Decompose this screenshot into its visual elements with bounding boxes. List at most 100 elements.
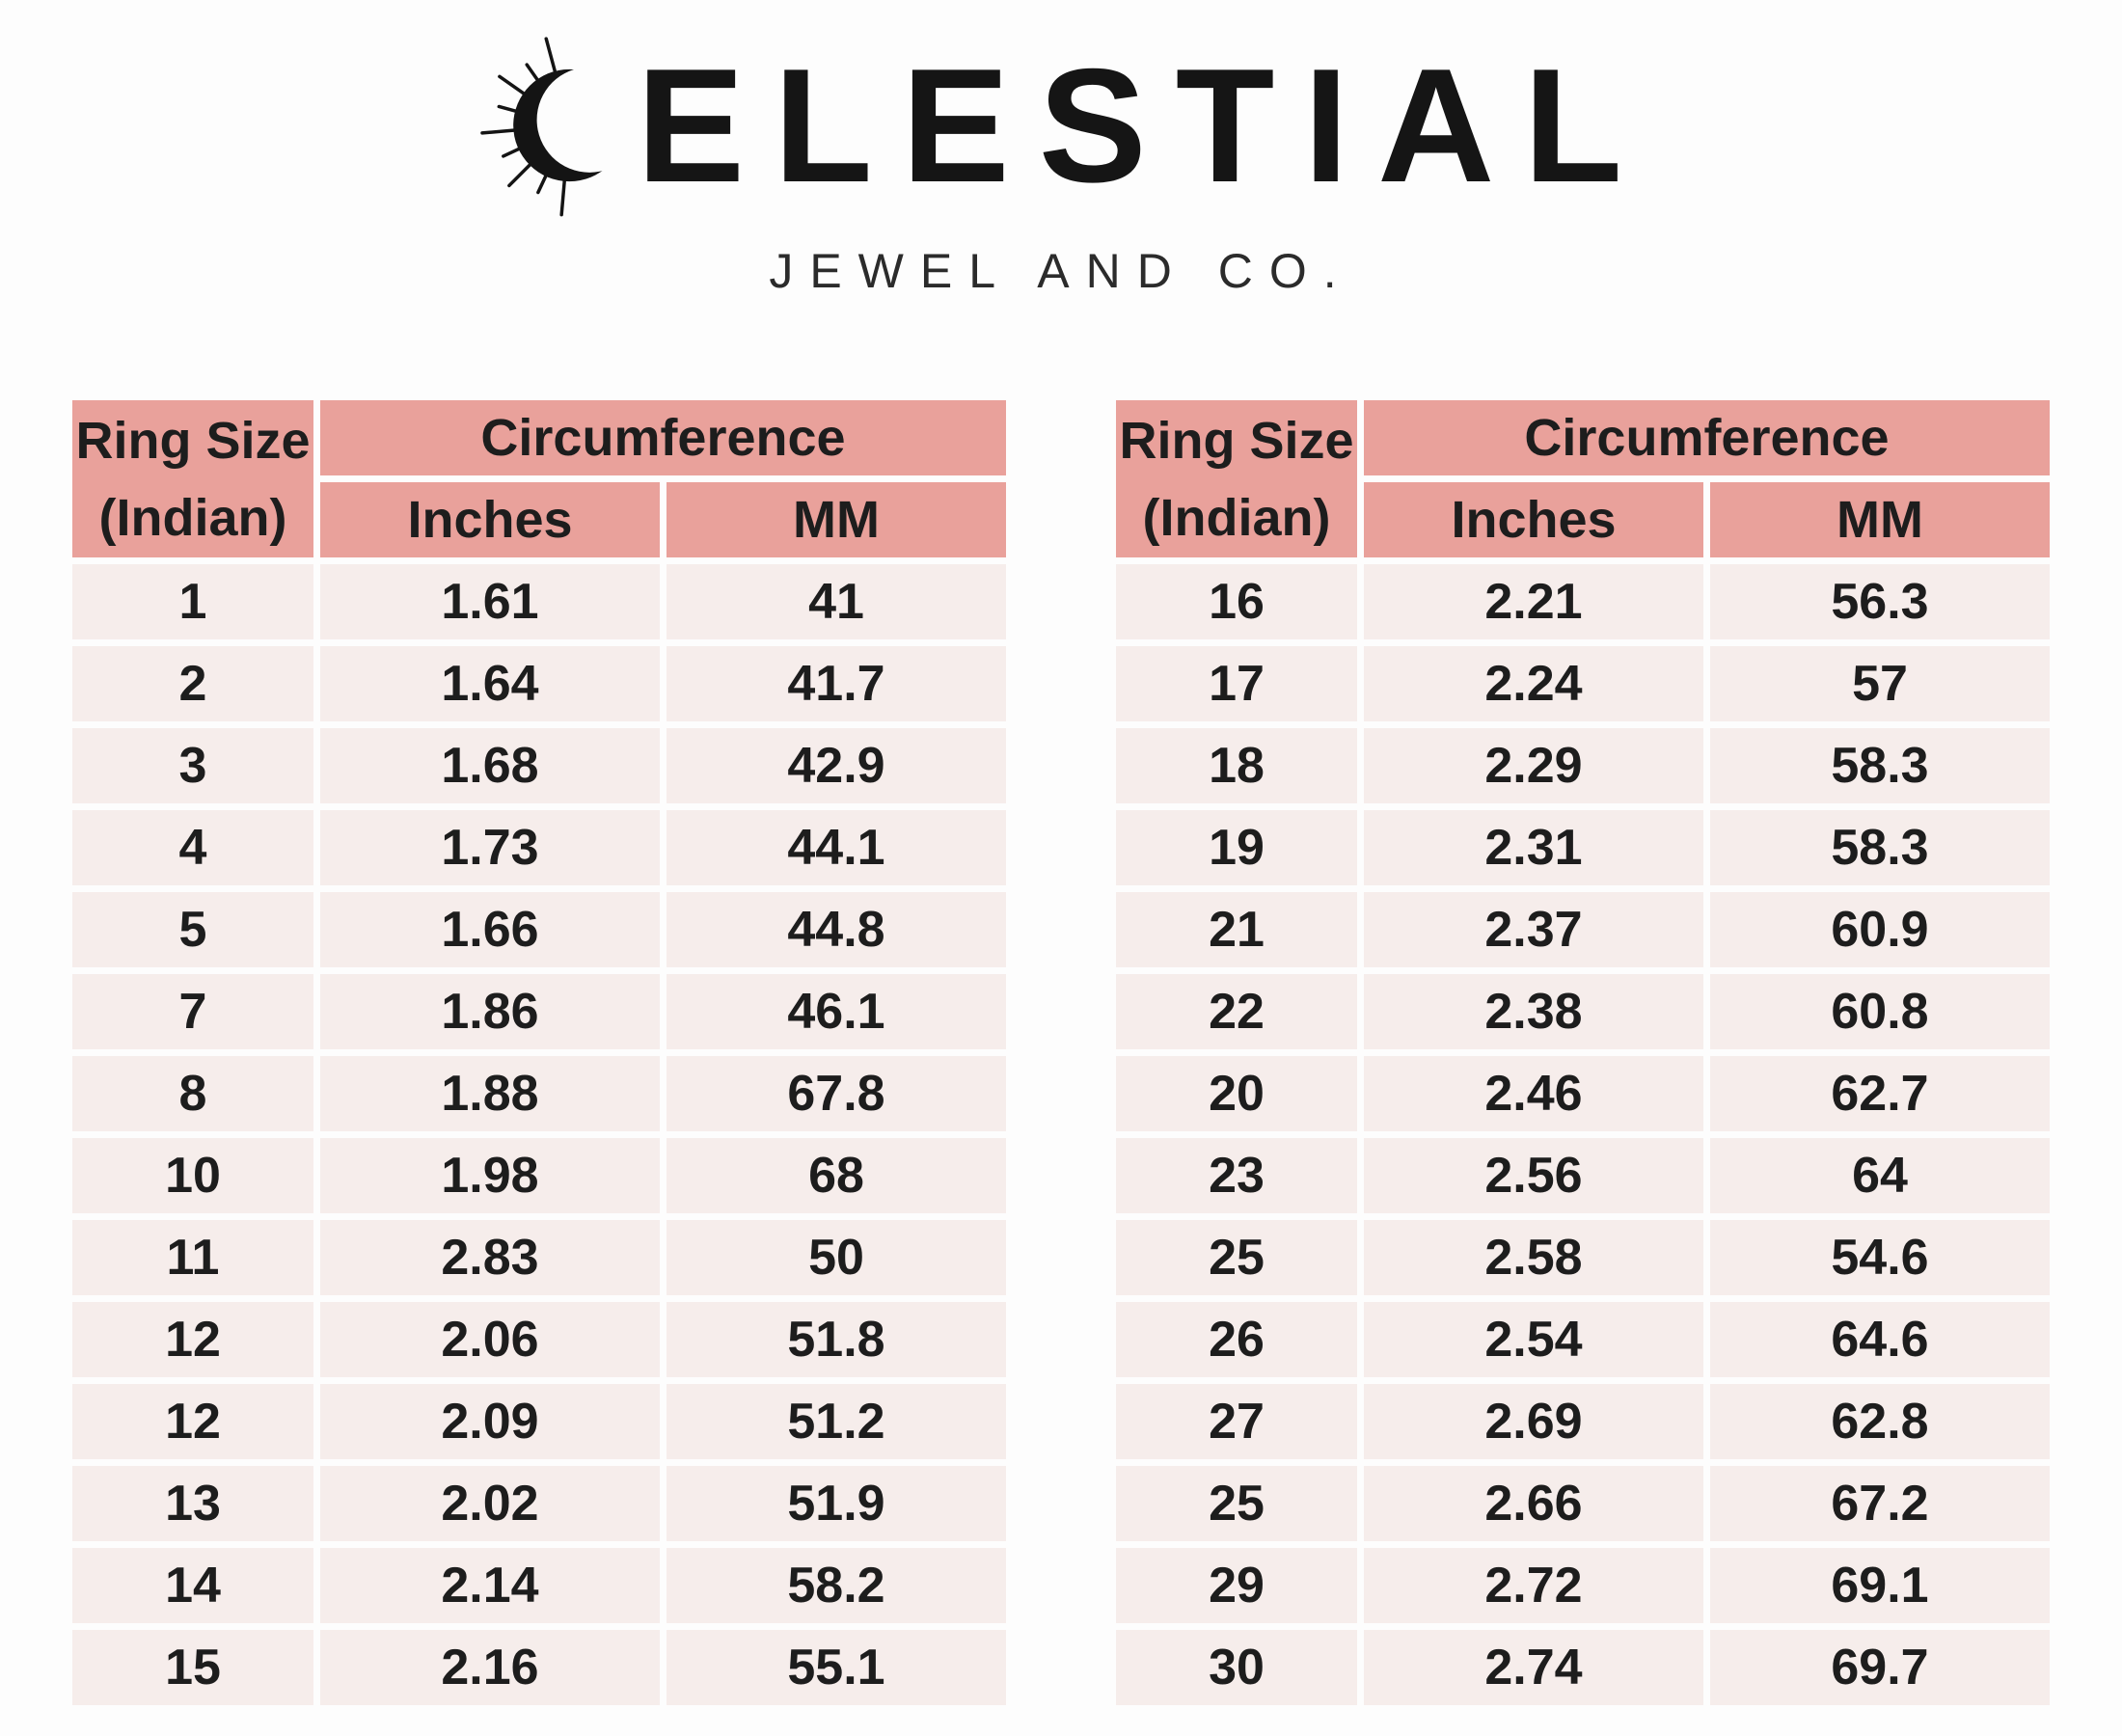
table-cell: 69.1	[1710, 1548, 2050, 1623]
table-cell: 19	[1116, 810, 1357, 885]
table-row: 4 1.73 44.1	[72, 810, 1006, 885]
table-row: 2 1.64 41.7	[72, 646, 1006, 721]
table-cell: 16	[1116, 564, 1357, 639]
table-cell: 60.8	[1710, 974, 2050, 1049]
table-row: 25 2.66 67.2	[1116, 1466, 2050, 1541]
table-cell: 62.7	[1710, 1056, 2050, 1131]
table-row: 20 2.46 62.7	[1116, 1056, 2050, 1131]
table-row: 22 2.38 60.8	[1116, 974, 2050, 1049]
table-cell: 29	[1116, 1548, 1357, 1623]
table-cell: 2.29	[1364, 728, 1703, 803]
table-cell: 55.1	[667, 1630, 1006, 1705]
table-cell: 1.98	[320, 1138, 660, 1213]
header-ring-size: Ring Size (Indian)	[1116, 400, 1357, 557]
table-row: 26 2.54 64.6	[1116, 1302, 2050, 1377]
table-cell: 22	[1116, 974, 1357, 1049]
table-cell: 25	[1116, 1466, 1357, 1541]
table-cell: 67.8	[667, 1056, 1006, 1131]
header-ring-size-line1: Ring Size	[75, 411, 311, 470]
header-ring-size-line2: (Indian)	[1142, 488, 1331, 547]
table-cell: 2.09	[320, 1384, 660, 1459]
table-row: 27 2.69 62.8	[1116, 1384, 2050, 1459]
table-cell: 1.66	[320, 892, 660, 967]
table-row: 3 1.68 42.9	[72, 728, 1006, 803]
table-cell: 15	[72, 1630, 313, 1705]
table-cell: 54.6	[1710, 1220, 2050, 1295]
crescent-sun-icon	[480, 37, 642, 217]
table-cell: 1	[72, 564, 313, 639]
table-cell: 51.9	[667, 1466, 1006, 1541]
table-cell: 5	[72, 892, 313, 967]
table-cell: 1.86	[320, 974, 660, 1049]
brand-logo: ELESTIAL JEWEL AND CO.	[0, 0, 2122, 299]
brand-tagline: JEWEL AND CO.	[769, 244, 1353, 298]
table-row: 16 2.21 56.3	[1116, 564, 2050, 639]
table-cell: 69.7	[1710, 1630, 2050, 1705]
table-cell: 2.72	[1364, 1548, 1703, 1623]
table-cell: 23	[1116, 1138, 1357, 1213]
header-mm: MM	[1710, 482, 2050, 557]
table-cell: 1.73	[320, 810, 660, 885]
table-cell: 41	[667, 564, 1006, 639]
table-cell: 10	[72, 1138, 313, 1213]
header-inches: Inches	[1364, 482, 1703, 557]
header-mm: MM	[667, 482, 1006, 557]
table-cell: 41.7	[667, 646, 1006, 721]
table-cell: 26	[1116, 1302, 1357, 1377]
table-cell: 2.58	[1364, 1220, 1703, 1295]
table-cell: 2	[72, 646, 313, 721]
table-cell: 58.3	[1710, 728, 2050, 803]
table-cell: 58.2	[667, 1548, 1006, 1623]
table-cell: 1.64	[320, 646, 660, 721]
size-chart-tables: Ring Size (Indian) Circumference Inches …	[0, 393, 2122, 1712]
table-cell: 60.9	[1710, 892, 2050, 967]
table-cell: 56.3	[1710, 564, 2050, 639]
table-cell: 1.68	[320, 728, 660, 803]
table-cell: 2.38	[1364, 974, 1703, 1049]
table-cell: 44.8	[667, 892, 1006, 967]
table-cell: 2.74	[1364, 1630, 1703, 1705]
header-circumference: Circumference	[320, 400, 1006, 475]
table-row: 11 2.83 50	[72, 1220, 1006, 1295]
table-cell: 7	[72, 974, 313, 1049]
table-cell: 2.56	[1364, 1138, 1703, 1213]
table-cell: 2.37	[1364, 892, 1703, 967]
table-cell: 2.24	[1364, 646, 1703, 721]
table-cell: 12	[72, 1384, 313, 1459]
table-cell: 2.14	[320, 1548, 660, 1623]
table-row: 12 2.09 51.2	[72, 1384, 1006, 1459]
table-row: 7 1.86 46.1	[72, 974, 1006, 1049]
table-cell: 2.02	[320, 1466, 660, 1541]
table-cell: 11	[72, 1220, 313, 1295]
table-cell: 44.1	[667, 810, 1006, 885]
table-cell: 46.1	[667, 974, 1006, 1049]
table-cell: 2.69	[1364, 1384, 1703, 1459]
header-ring-size: Ring Size (Indian)	[72, 400, 313, 557]
header-circumference: Circumference	[1364, 400, 2050, 475]
header-ring-size-line2: (Indian)	[98, 488, 287, 547]
table-cell: 4	[72, 810, 313, 885]
table-cell: 21	[1116, 892, 1357, 967]
table-row: 21 2.37 60.9	[1116, 892, 2050, 967]
table-cell: 2.06	[320, 1302, 660, 1377]
table-row: 30 2.74 69.7	[1116, 1630, 2050, 1705]
table-cell: 8	[72, 1056, 313, 1131]
table-row: 18 2.29 58.3	[1116, 728, 2050, 803]
table-row: 25 2.58 54.6	[1116, 1220, 2050, 1295]
brand-name-text: ELESTIAL	[636, 35, 1652, 216]
table-row: 15 2.16 55.1	[72, 1630, 1006, 1705]
table-row: 1 1.61 41	[72, 564, 1006, 639]
table-cell: 1.88	[320, 1056, 660, 1131]
header-inches: Inches	[320, 482, 660, 557]
table-cell: 30	[1116, 1630, 1357, 1705]
table-cell: 2.83	[320, 1220, 660, 1295]
table-cell: 17	[1116, 646, 1357, 721]
table-row: 8 1.88 67.8	[72, 1056, 1006, 1131]
table-cell: 58.3	[1710, 810, 2050, 885]
table-cell: 2.16	[320, 1630, 660, 1705]
table-cell: 3	[72, 728, 313, 803]
table-cell: 14	[72, 1548, 313, 1623]
table-row: 17 2.24 57	[1116, 646, 2050, 721]
header-ring-size-line1: Ring Size	[1119, 411, 1354, 470]
table-cell: 51.2	[667, 1384, 1006, 1459]
